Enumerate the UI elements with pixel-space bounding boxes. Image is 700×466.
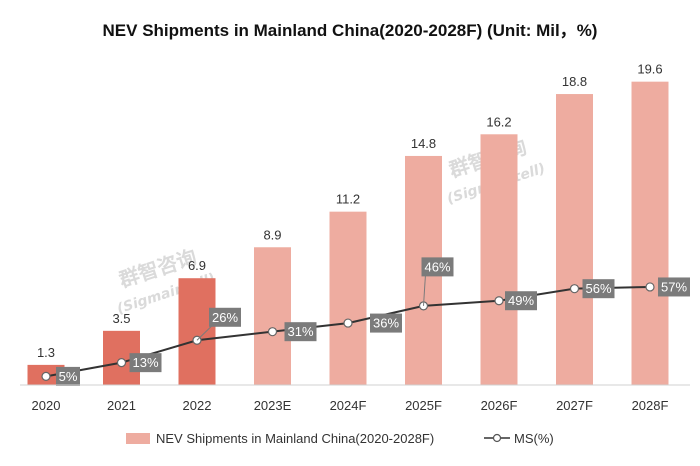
ms-value-label: 49% bbox=[508, 293, 534, 308]
ms-point bbox=[267, 327, 278, 337]
chart-title: NEV Shipments in Mainland China(2020-202… bbox=[102, 21, 598, 40]
ms-value-label: 46% bbox=[424, 259, 450, 274]
legend-bar-swatch bbox=[126, 433, 150, 444]
bar-value-label: 8.9 bbox=[263, 227, 281, 242]
x-tick-label: 2020 bbox=[32, 398, 61, 413]
ms-label-leader bbox=[196, 324, 214, 341]
ms-label-box bbox=[658, 277, 690, 297]
ms-value-labels: 5% 13% 26% 31% 36% 46% 49% 56% 57% bbox=[56, 257, 690, 386]
ms-point bbox=[41, 371, 51, 381]
legend-bar-label: NEV Shipments in Mainland China(2020-202… bbox=[156, 431, 434, 446]
bar-value-labels: 1.3 3.5 6.9 8.9 11.2 14.8 16.2 18.8 19.6 bbox=[37, 62, 663, 360]
x-tick-label: 2028F bbox=[632, 398, 669, 413]
ms-value-label: 36% bbox=[373, 316, 399, 331]
x-tick-label: 2026F bbox=[481, 398, 518, 413]
x-tick-label: 2025F bbox=[405, 398, 442, 413]
ms-point bbox=[343, 318, 353, 328]
ms-value-label: 56% bbox=[585, 281, 611, 296]
bar-value-label: 18.8 bbox=[562, 74, 587, 89]
bar-value-label: 3.5 bbox=[112, 311, 130, 326]
ms-value-label: 5% bbox=[59, 369, 78, 384]
ms-label-box bbox=[209, 307, 241, 327]
ms-label-box bbox=[284, 322, 317, 342]
ms-value-label: 13% bbox=[132, 355, 158, 370]
bar-value-label: 14.8 bbox=[411, 136, 436, 151]
ms-point bbox=[494, 296, 504, 306]
bar-value-label: 19.6 bbox=[637, 62, 662, 77]
ms-point bbox=[569, 284, 580, 294]
legend-line-label: MS(%) bbox=[514, 431, 554, 446]
x-tick-label: 2024F bbox=[330, 398, 367, 413]
ms-value-label: 57% bbox=[661, 279, 687, 294]
ms-label-box bbox=[56, 366, 80, 386]
bar bbox=[631, 81, 669, 386]
bar-value-label: 11.2 bbox=[336, 192, 360, 207]
legend: NEV Shipments in Mainland China(2020-202… bbox=[126, 431, 554, 446]
bar-value-label: 1.3 bbox=[37, 345, 55, 360]
bar bbox=[480, 134, 518, 385]
bar-value-label: 16.2 bbox=[486, 114, 511, 129]
ms-point bbox=[116, 358, 127, 368]
ms-label-box bbox=[129, 353, 162, 373]
ms-label-box bbox=[582, 279, 615, 299]
ms-label-box bbox=[505, 291, 537, 311]
x-axis-ticks: 2020 2021 2022 2023E 2024F 2025F 2026F 2027F 202… bbox=[32, 398, 669, 413]
x-tick-label: 2021 bbox=[107, 398, 136, 413]
legend-line-marker bbox=[492, 433, 502, 443]
ms-value-label: 26% bbox=[212, 310, 238, 325]
x-tick-label: 2027F bbox=[556, 398, 593, 413]
ms-point bbox=[645, 282, 655, 292]
bar bbox=[254, 247, 291, 385]
bar-series bbox=[27, 81, 669, 386]
x-tick-label: 2023E bbox=[254, 398, 292, 413]
x-tick-label: 2022 bbox=[183, 398, 212, 413]
bar-value-label: 6.9 bbox=[188, 258, 206, 273]
bar bbox=[556, 94, 593, 386]
ms-label-leader bbox=[423, 274, 426, 306]
bar bbox=[329, 211, 367, 385]
bar bbox=[178, 278, 216, 385]
ms-label-box bbox=[370, 313, 402, 333]
ms-label-box bbox=[421, 257, 454, 277]
ms-value-label: 31% bbox=[287, 324, 313, 339]
